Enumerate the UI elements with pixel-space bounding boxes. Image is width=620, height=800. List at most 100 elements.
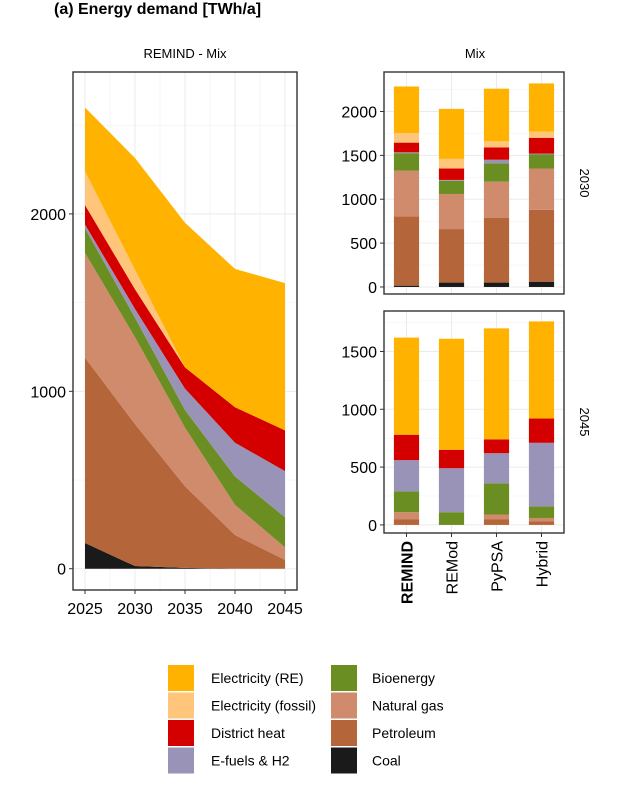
legend-key-coal [331, 747, 357, 774]
facet-label-2030: 2030 [577, 169, 592, 198]
area-panel-title: REMIND - Mix [143, 46, 227, 61]
bar-segment-remind-natural-gas [393, 512, 420, 520]
legend-key-electricity-fossil [168, 692, 194, 719]
bar-segment-hybrid-district-heat [528, 137, 555, 154]
bar-segment-pypsa-electricity-re [483, 328, 510, 440]
bar-segment-pypsa-district-heat [483, 147, 510, 160]
area-x-tick-label: 2035 [167, 601, 203, 618]
bar-segment-remind-electricity-re [393, 337, 420, 435]
area-layers [85, 107, 285, 569]
bar-segment-hybrid-petroleum [528, 209, 555, 282]
bar-segment-hybrid-district-heat [528, 418, 555, 443]
bar-segment-remod-e-fuels-h2 [438, 179, 465, 181]
bar-segment-pypsa-electricity-fossil [483, 141, 510, 148]
bar-segment-pypsa-petroleum [483, 519, 510, 525]
bar-segment-pypsa-natural-gas [483, 514, 510, 520]
bar-segment-remind-bioenergy [393, 491, 420, 513]
bar-segment-remind-natural-gas [393, 170, 420, 217]
legend-key-petroleum [331, 720, 357, 746]
area-petroleum [85, 357, 285, 569]
bar-segment-pypsa-natural-gas [483, 181, 510, 218]
area-y-tick-label: 2000 [30, 207, 66, 224]
bar-y-tick-label: 1000 [341, 402, 377, 419]
bar-segment-remind-district-heat [393, 434, 420, 461]
bar-2030-y-axis: 0 500 1000 1500 2000 [341, 104, 384, 297]
bar-segment-pypsa-coal [483, 282, 510, 287]
bar-segment-remind-electricity-fossil [393, 132, 420, 143]
legend-key-bioenergy [331, 665, 357, 691]
legend-label-district-heat: District heat [211, 725, 285, 741]
bar-segment-remind-petroleum [393, 216, 420, 286]
bar-segment-remod-district-heat [438, 449, 465, 469]
bar-segment-remod-e-fuels-h2 [438, 468, 465, 513]
area-x-tick-label: 2045 [267, 601, 303, 618]
bar-panel-2030: 0 500 1000 1500 2000 2030 [341, 71, 592, 297]
legend-key-natural-gas [331, 692, 357, 719]
bar-2045-bars [393, 321, 555, 525]
bar-segment-hybrid-electricity-re [528, 321, 555, 419]
area-y-tick-label: 1000 [30, 384, 66, 401]
bar-y-tick-label: 1000 [341, 192, 377, 209]
area-electricity-re [85, 107, 285, 431]
bar-y-tick-label: 500 [350, 236, 377, 253]
bar-y-tick-label: 1500 [341, 344, 377, 361]
bar-segment-hybrid-electricity-re [528, 83, 555, 132]
bar-segment-hybrid-coal [528, 281, 555, 287]
bar-segment-hybrid-e-fuels-h2 [528, 153, 555, 155]
facet-label-2045: 2045 [577, 408, 592, 437]
bar-segment-remod-petroleum [438, 229, 465, 283]
bar-segment-pypsa-petroleum [483, 217, 510, 283]
bar-segment-pypsa-district-heat [483, 439, 510, 454]
bar-segment-hybrid-e-fuels-h2 [528, 442, 555, 507]
bar-y-tick-label: 500 [350, 460, 377, 477]
area-x-tick-label: 2025 [67, 601, 103, 618]
legend-key-district-heat [168, 720, 194, 746]
bar-segment-hybrid-natural-gas [528, 517, 555, 522]
bar-segment-remod-coal [438, 282, 465, 287]
legend-label-bioenergy: Bioenergy [372, 670, 435, 686]
bar-y-tick-label: 2000 [341, 104, 377, 121]
legend-label-coal: Coal [372, 753, 401, 769]
bar-segment-remod-bioenergy [438, 180, 465, 194]
area-district-heat [85, 205, 285, 472]
legend-label-electricity-re: Electricity (RE) [211, 670, 304, 686]
bar-segment-remind-electricity-re [393, 86, 420, 133]
bar-segment-remind-petroleum [393, 519, 420, 525]
area-x-tick-label: 2030 [117, 601, 153, 618]
bar-2045-border [383, 310, 565, 534]
area-x-tick-label: 2040 [217, 601, 253, 618]
area-coal [85, 542, 285, 569]
bar-segment-pypsa-e-fuels-h2 [483, 159, 510, 164]
legend-label-petroleum: Petroleum [372, 725, 436, 741]
bar-y-tick-label: 0 [368, 280, 377, 297]
area-y-axis: 0 1000 2000 [30, 207, 73, 579]
bar-segment-pypsa-e-fuels-h2 [483, 453, 510, 484]
legend-label-e-fuels-h2: E-fuels & H2 [211, 753, 290, 769]
bar-x-tick-label: REMod [445, 541, 462, 594]
bar-segment-remind-coal [393, 285, 420, 287]
area-x-axis: 2025 2030 2035 2040 2045 [67, 590, 303, 618]
area-y-tick-label: 0 [57, 562, 66, 579]
legend: Electricity (RE) Electricity (fossil) Dist… [168, 665, 444, 774]
bar-segment-hybrid-natural-gas [528, 168, 555, 210]
bar-panel-title: Mix [465, 46, 486, 61]
bar-segment-remind-e-fuels-h2 [393, 152, 420, 154]
bar-chart-panels: Mix 0 500 1000 1500 2000 2030 0 500 1000 1500 2… [341, 46, 592, 604]
bar-segment-pypsa-bioenergy [483, 483, 510, 515]
bar-segment-remind-bioenergy [393, 153, 420, 171]
area-bioenergy [85, 228, 285, 548]
bar-segment-remod-electricity-fossil [438, 158, 465, 169]
bar-2045-y-axis: 0 500 1000 1500 [341, 344, 384, 535]
bar-segment-remod-electricity-re [438, 338, 465, 450]
bar-segment-pypsa-electricity-re [483, 88, 510, 142]
bar-panel-2045: 0 500 1000 1500 2045 [341, 310, 592, 535]
figure-title: (a) Energy demand [TWh/a] [54, 1, 261, 18]
bar-2030-bars [393, 83, 555, 287]
bar-x-axis: REMIND REMod PyPSA Hybrid [400, 533, 552, 604]
bar-segment-pypsa-bioenergy [483, 163, 510, 182]
bar-segment-remod-natural-gas [438, 193, 465, 230]
bar-segment-hybrid-bioenergy [528, 506, 555, 518]
bar-y-tick-label: 0 [368, 518, 377, 535]
bar-x-tick-label: Hybrid [535, 541, 552, 587]
